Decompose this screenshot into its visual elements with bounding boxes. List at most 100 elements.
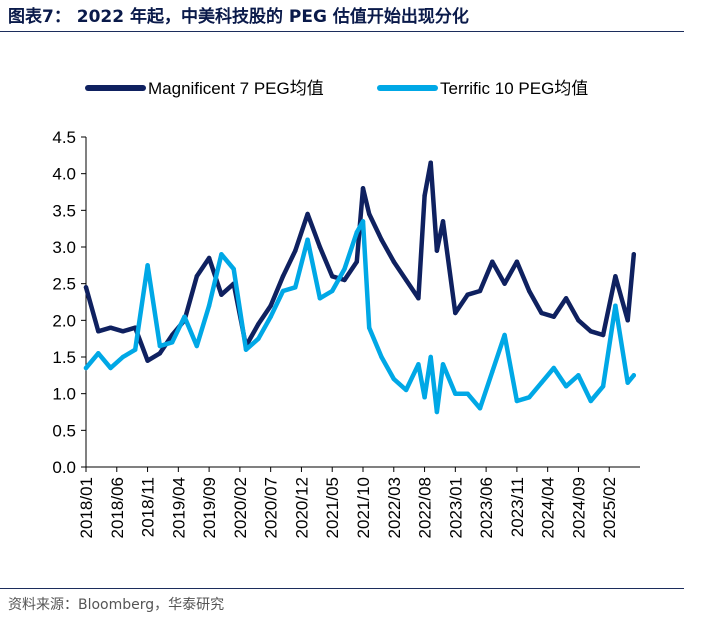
- y-tick-label: 1.5: [52, 348, 76, 367]
- data-point: [293, 285, 298, 290]
- legend-label-1: Magnificent 7 PEG均值: [148, 79, 324, 98]
- data-point: [367, 211, 372, 217]
- data-point: [440, 219, 446, 224]
- data-point: [268, 314, 273, 319]
- data-point: [563, 384, 569, 389]
- data-point: [551, 314, 556, 319]
- data-point: [631, 373, 636, 378]
- data-point: [391, 376, 396, 382]
- data-point: [206, 303, 212, 308]
- data-point: [206, 255, 212, 261]
- data-point: [133, 347, 138, 352]
- data-point: [354, 230, 359, 235]
- data-point: [293, 248, 298, 253]
- y-tick-label: 0.5: [52, 421, 76, 440]
- y-tick-label: 3.0: [52, 238, 76, 257]
- data-point: [440, 362, 446, 367]
- data-point: [434, 248, 440, 253]
- data-point: [625, 380, 630, 385]
- x-tick-label: 2023/11: [508, 477, 527, 537]
- data-point: [330, 274, 335, 279]
- data-point: [256, 321, 261, 327]
- x-tick-label: 2024/04: [539, 477, 558, 538]
- data-point: [403, 387, 409, 393]
- data-point: [477, 406, 483, 411]
- data-point: [600, 332, 606, 338]
- data-point: [379, 237, 384, 242]
- x-tick-label: 2022/08: [416, 477, 435, 538]
- legend-label-2: Terrific 10 PEG均值: [440, 79, 588, 98]
- x-tick-label: 2025/02: [600, 477, 619, 538]
- data-point: [219, 252, 224, 257]
- data-point: [120, 329, 126, 334]
- x-tick-label: 2021/10: [354, 477, 373, 538]
- data-point: [157, 351, 163, 356]
- data-point: [182, 314, 187, 319]
- data-point: [588, 329, 593, 334]
- data-point: [600, 384, 606, 389]
- x-tick-label: 2019/04: [169, 477, 188, 538]
- data-point: [631, 252, 636, 257]
- data-point: [231, 266, 236, 272]
- y-tick-label: 2.0: [52, 311, 76, 330]
- data-point: [453, 391, 458, 396]
- data-point: [243, 347, 249, 352]
- y-tick-label: 0.0: [52, 458, 76, 477]
- data-point: [108, 365, 113, 371]
- data-point: [305, 237, 310, 242]
- data-point: [428, 160, 433, 165]
- data-point: [563, 296, 569, 301]
- source-note: 资料来源：Bloomberg，华泰研究: [8, 597, 225, 613]
- data-point: [379, 354, 384, 360]
- data-point: [108, 325, 113, 330]
- data-point: [317, 296, 323, 301]
- legend: Magnificent 7 PEG均值 Terrific 10 PEG均值: [85, 79, 588, 98]
- x-tick-label: 2024/09: [569, 477, 588, 538]
- y-tick-label: 3.5: [52, 201, 76, 220]
- data-point: [342, 266, 347, 272]
- data-point: [219, 292, 224, 297]
- data-point: [256, 336, 261, 341]
- x-tick-label: 2018/06: [108, 477, 127, 538]
- data-point: [416, 362, 421, 367]
- data-point: [422, 395, 427, 400]
- data-point: [354, 259, 359, 264]
- x-tick-label: 2023/06: [477, 477, 496, 538]
- y-tick-label: 1.0: [52, 385, 76, 404]
- data-point: [576, 373, 581, 378]
- data-point: [416, 296, 421, 301]
- data-point: [194, 274, 199, 279]
- data-point: [305, 211, 310, 217]
- y-tick-label: 2.5: [52, 275, 76, 294]
- data-point: [527, 288, 532, 294]
- data-point: [157, 343, 163, 349]
- data-point: [588, 398, 593, 404]
- data-point: [434, 409, 440, 415]
- x-tick-label: 2018/11: [139, 477, 158, 537]
- data-point: [145, 263, 150, 268]
- data-point: [96, 351, 101, 356]
- data-point: [453, 310, 458, 316]
- x-tick-label: 2020/07: [262, 477, 281, 538]
- data-point: [342, 277, 347, 283]
- x-tick-label: 2020/12: [292, 477, 311, 538]
- data-point: [360, 219, 366, 224]
- data-point: [613, 303, 618, 308]
- data-point: [539, 380, 544, 385]
- data-point: [170, 340, 175, 345]
- data-point: [194, 343, 199, 349]
- chart-title: 图表7： 2022 年起，中美科技股的 PEG 估值开始出现分化: [8, 7, 469, 27]
- data-point: [465, 292, 470, 297]
- data-point: [280, 288, 286, 294]
- data-point: [268, 303, 273, 308]
- source-rule: [0, 588, 684, 589]
- x-tick-label: 2023/01: [446, 477, 465, 538]
- y-tick-label: 4.0: [52, 165, 76, 184]
- data-point: [539, 310, 544, 316]
- data-point: [490, 369, 495, 374]
- data-point: [465, 391, 470, 396]
- x-tick-label: 2018/01: [77, 477, 96, 538]
- x-tick-label: 2020/02: [231, 477, 250, 538]
- data-point: [477, 288, 483, 294]
